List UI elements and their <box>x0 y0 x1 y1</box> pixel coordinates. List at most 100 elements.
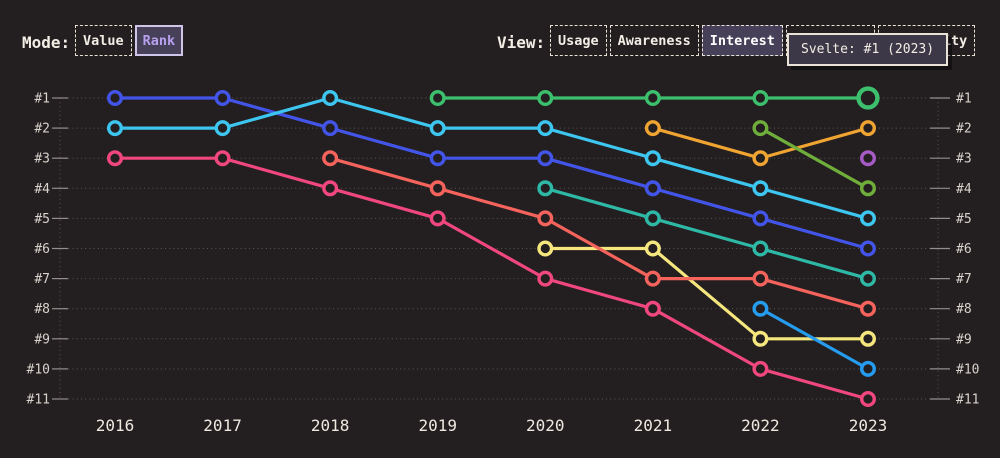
point-green-2020[interactable] <box>537 89 554 106</box>
view-option-usage[interactable]: Usage <box>550 25 607 56</box>
point-salmon-2021[interactable] <box>644 270 661 287</box>
point-teal-2021[interactable] <box>644 210 661 227</box>
point-teal-2023[interactable] <box>859 270 876 287</box>
point-teal-2020[interactable] <box>537 180 554 197</box>
view-option-interest[interactable]: Interest <box>701 25 783 56</box>
rank-label-left: #2 <box>34 122 50 137</box>
point-cyan-2020[interactable] <box>537 120 554 137</box>
point-cyan-2022[interactable] <box>752 180 769 197</box>
point-purple-2023[interactable] <box>859 150 876 167</box>
series-line-sky <box>758 307 870 371</box>
point-pink-2016[interactable] <box>106 150 123 167</box>
year-label: 2021 <box>634 416 673 435</box>
chart-tooltip-text: Svelte: #1 (2023) <box>801 42 935 57</box>
point-pink-2023[interactable] <box>859 391 876 408</box>
point-indigo-2022[interactable] <box>752 210 769 227</box>
series-teal <box>537 180 876 287</box>
point-salmon-2022[interactable] <box>752 270 769 287</box>
chart-tooltip: Svelte: #1 (2023) <box>787 33 949 66</box>
series-yellow <box>537 240 876 347</box>
point-indigo-2019[interactable] <box>429 150 446 167</box>
rank-axes: #1 #1 #2 #2 #3 #3 #4 #4 #5 #5 #6 #6 #7 #7 #8 #8 #9 #9 #10 #… <box>27 92 980 408</box>
grid <box>59 97 939 400</box>
year-label: 2017 <box>203 416 242 435</box>
point-green-2022[interactable] <box>752 89 769 106</box>
point-amber-2021[interactable] <box>644 120 661 137</box>
year-label: 2018 <box>311 416 350 435</box>
rank-label-left: #11 <box>27 393 50 408</box>
point-green-2019[interactable] <box>429 89 446 106</box>
series-line-cyan <box>113 96 870 220</box>
point-salmon-2023[interactable] <box>859 300 876 317</box>
point-olive-2022[interactable] <box>752 120 769 137</box>
point-pink-2021[interactable] <box>644 300 661 317</box>
year-label: 2022 <box>741 416 780 435</box>
point-indigo-2023[interactable] <box>859 240 876 257</box>
rank-label-right: #5 <box>956 212 972 227</box>
view-option-awareness[interactable]: Awareness <box>609 25 699 56</box>
view-label: View: <box>497 33 546 52</box>
point-cyan-2021[interactable] <box>644 150 661 167</box>
rank-label-left: #9 <box>34 332 50 347</box>
rank-label-right: #2 <box>956 122 972 137</box>
point-olive-2023[interactable] <box>859 180 876 197</box>
series-salmon <box>322 150 876 317</box>
point-cyan-2017[interactable] <box>214 120 231 137</box>
mode-option-rank[interactable]: Rank <box>134 25 184 56</box>
series-amber <box>644 120 876 167</box>
year-label: 2020 <box>526 416 565 435</box>
series-pink <box>106 150 876 408</box>
mode-option-value[interactable]: Value <box>75 25 132 56</box>
point-indigo-2021[interactable] <box>644 180 661 197</box>
series-line-olive <box>758 126 870 190</box>
series-line-teal <box>543 186 870 281</box>
point-amber-2022[interactable] <box>752 150 769 167</box>
rank-label-left: #3 <box>34 152 50 167</box>
point-cyan-2019[interactable] <box>429 120 446 137</box>
point-indigo-2016[interactable] <box>106 89 123 106</box>
point-green-2023[interactable] <box>856 86 880 110</box>
year-label: 2023 <box>849 416 888 435</box>
rank-label-right: #4 <box>956 182 972 197</box>
point-pink-2020[interactable] <box>537 270 554 287</box>
point-sky-2023[interactable] <box>859 360 876 377</box>
rank-label-left: #5 <box>34 212 50 227</box>
point-pink-2018[interactable] <box>322 180 339 197</box>
rank-label-left: #8 <box>34 302 50 317</box>
point-amber-2023[interactable] <box>859 120 876 137</box>
point-pink-2022[interactable] <box>752 360 769 377</box>
point-yellow-2021[interactable] <box>644 240 661 257</box>
point-salmon-2018[interactable] <box>322 150 339 167</box>
rank-label-left: #6 <box>34 242 50 257</box>
point-indigo-2020[interactable] <box>537 150 554 167</box>
point-cyan-2016[interactable] <box>106 120 123 137</box>
point-green-2021[interactable] <box>644 89 661 106</box>
point-yellow-2020[interactable] <box>537 240 554 257</box>
point-cyan-2023[interactable] <box>859 210 876 227</box>
point-indigo-2017[interactable] <box>214 89 231 106</box>
series-indigo <box>106 89 876 257</box>
series-line-salmon <box>328 156 870 311</box>
point-indigo-2018[interactable] <box>322 120 339 137</box>
point-salmon-2020[interactable] <box>537 210 554 227</box>
point-sky-2022[interactable] <box>752 300 769 317</box>
mode-toggle-group: Value Rank <box>75 25 184 56</box>
rank-label-right: #3 <box>956 152 972 167</box>
point-yellow-2022[interactable] <box>752 330 769 347</box>
rank-label-right: #10 <box>956 362 979 377</box>
series-line-pink <box>113 156 870 401</box>
series-sky <box>752 300 876 377</box>
year-label: 2016 <box>96 416 135 435</box>
point-pink-2019[interactable] <box>429 210 446 227</box>
series-line-indigo <box>113 96 870 251</box>
point-yellow-2023[interactable] <box>859 330 876 347</box>
point-salmon-2019[interactable] <box>429 180 446 197</box>
point-pink-2017[interactable] <box>214 150 231 167</box>
point-cyan-2018[interactable] <box>322 89 339 106</box>
series-olive <box>752 120 876 197</box>
mode-label: Mode: <box>22 33 71 52</box>
series-purple <box>859 150 876 167</box>
point-teal-2022[interactable] <box>752 240 769 257</box>
year-label: 2019 <box>418 416 457 435</box>
